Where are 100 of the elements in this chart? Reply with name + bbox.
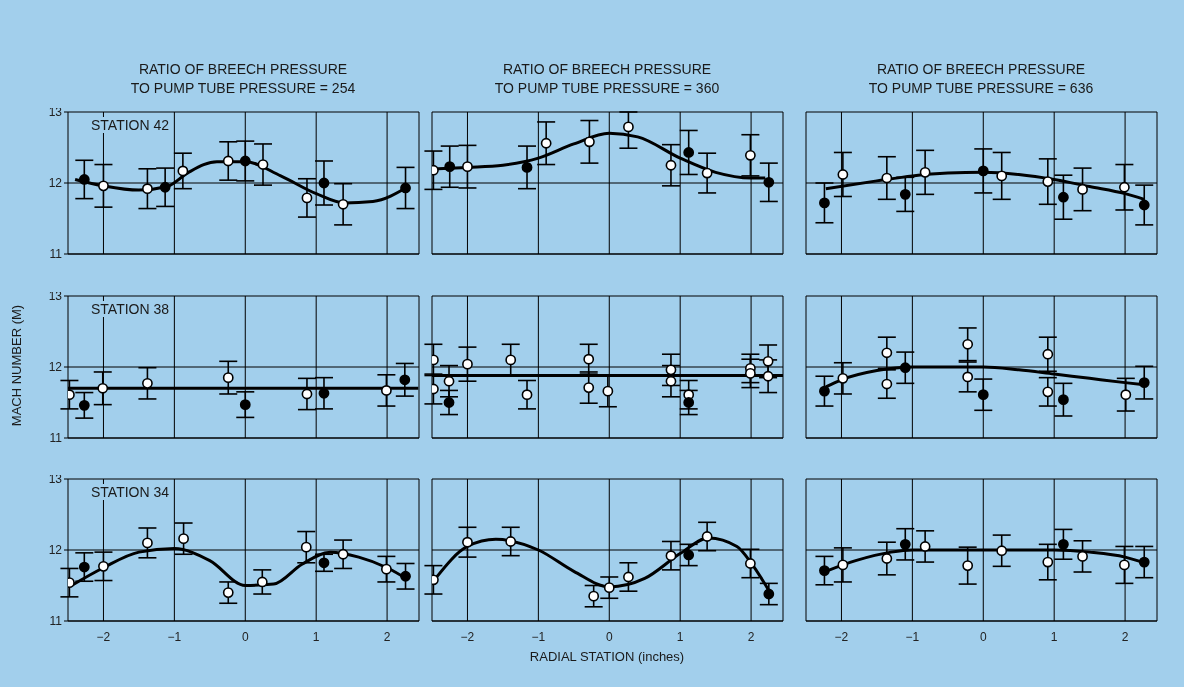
point	[380, 563, 392, 575]
point	[919, 166, 931, 178]
point	[142, 537, 153, 549]
y-tick-label: 11	[49, 431, 63, 446]
point	[763, 588, 775, 600]
point	[583, 382, 595, 393]
x-axis-title: RADIAL STATION (inches)	[528, 649, 686, 664]
point	[1118, 181, 1130, 193]
point	[505, 354, 517, 366]
point	[763, 176, 775, 188]
point	[540, 137, 552, 149]
y-tick-label: 12	[48, 176, 63, 191]
point	[881, 378, 893, 390]
point	[337, 198, 349, 210]
annotation: STATION 34	[88, 484, 173, 500]
point	[744, 558, 756, 569]
x-tick-label: 0	[979, 630, 987, 644]
point	[819, 565, 830, 576]
point	[583, 353, 595, 365]
point	[222, 155, 234, 167]
point	[1042, 386, 1054, 398]
y-axis-title: MACH NUMBER (M)	[8, 303, 24, 429]
y-tick-label: 13	[48, 472, 63, 487]
point	[239, 155, 251, 167]
point	[665, 550, 677, 562]
point	[142, 183, 153, 195]
chart-title: RATIO OF BREECH PRESSURE TO PUMP TUBE PRESSURE = 254	[129, 60, 357, 98]
point	[462, 536, 473, 548]
point	[899, 362, 911, 374]
x-tick-label: 2	[383, 630, 391, 644]
point	[837, 372, 849, 384]
point	[399, 374, 411, 386]
x-tick-label: −1	[167, 630, 182, 644]
point	[97, 382, 109, 394]
y-tick-label: 12	[48, 543, 63, 558]
point	[178, 533, 189, 545]
point	[881, 172, 893, 184]
point	[762, 370, 774, 382]
point	[744, 149, 756, 161]
point	[462, 358, 473, 370]
point	[1077, 183, 1088, 195]
point	[683, 549, 695, 561]
point	[256, 576, 268, 588]
point	[1042, 348, 1054, 360]
point	[400, 182, 411, 194]
point	[300, 541, 312, 553]
point	[257, 159, 269, 170]
point	[1058, 394, 1069, 406]
x-tick-label: −1	[905, 630, 920, 644]
point	[78, 174, 90, 185]
point	[701, 531, 713, 542]
point	[1042, 556, 1054, 568]
point	[962, 560, 974, 572]
point	[996, 545, 1008, 557]
point	[1058, 191, 1069, 203]
point	[899, 538, 911, 550]
point	[318, 177, 330, 189]
x-tick-label: 0	[605, 630, 613, 644]
point	[683, 397, 695, 408]
point	[337, 548, 349, 560]
point	[588, 590, 600, 602]
point	[1138, 199, 1150, 211]
point	[380, 385, 392, 396]
point	[881, 553, 893, 564]
point	[159, 181, 171, 193]
point	[762, 355, 774, 367]
point	[665, 159, 677, 171]
point	[78, 399, 90, 411]
point	[239, 399, 251, 411]
point	[462, 161, 473, 173]
point	[977, 165, 989, 177]
point	[602, 385, 614, 397]
point	[444, 161, 456, 173]
point	[521, 161, 533, 173]
x-tick-label: −2	[834, 630, 849, 644]
x-tick-label: 0	[241, 630, 249, 644]
point	[1058, 538, 1069, 550]
y-tick-label: 11	[49, 614, 63, 629]
x-tick-label: 1	[312, 630, 320, 644]
point	[623, 571, 634, 583]
point	[962, 338, 974, 350]
x-tick-label: −1	[531, 630, 546, 644]
point	[443, 375, 455, 387]
point	[1120, 389, 1132, 401]
x-tick-label: 1	[1050, 630, 1058, 644]
y-tick-label: 13	[48, 105, 63, 120]
point	[222, 372, 234, 384]
point	[78, 561, 90, 573]
point	[98, 180, 109, 192]
point	[1118, 559, 1130, 571]
point	[505, 536, 517, 547]
point	[899, 188, 911, 200]
chart-title: RATIO OF BREECH PRESSURE TO PUMP TUBE PRESSURE = 636	[867, 60, 1095, 98]
point	[98, 560, 109, 572]
chart-title: RATIO OF BREECH PRESSURE TO PUMP TUBE PRESSURE = 360	[493, 60, 721, 98]
annotation: STATION 38	[88, 301, 173, 317]
y-tick-label: 12	[48, 360, 63, 375]
point	[521, 389, 533, 401]
point	[837, 169, 849, 180]
point	[1138, 377, 1150, 389]
